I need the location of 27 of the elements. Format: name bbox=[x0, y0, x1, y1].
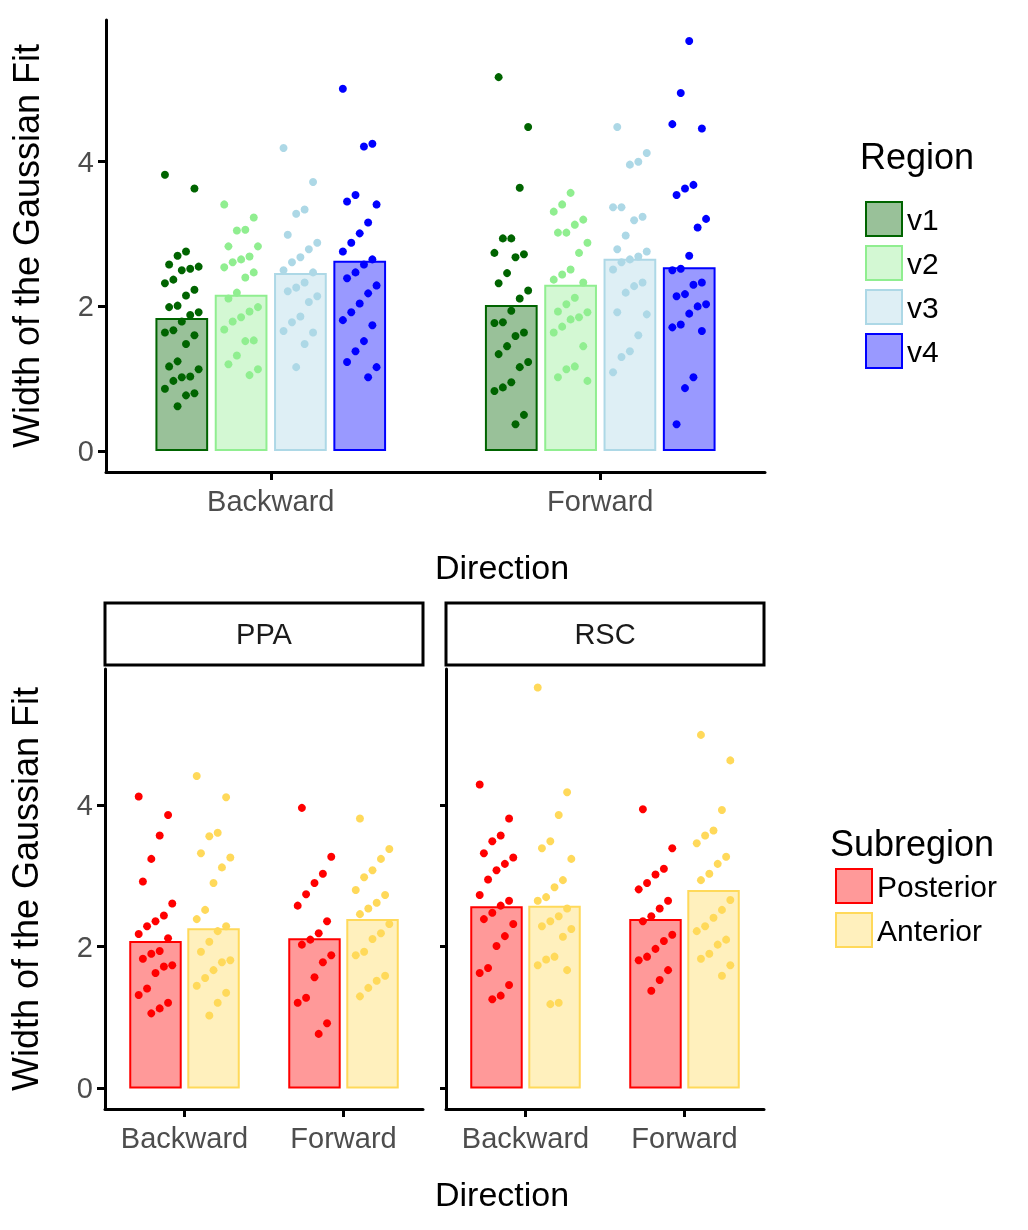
y-tick-label: 0 bbox=[77, 435, 94, 468]
x-tick-label: Forward bbox=[631, 1121, 738, 1154]
legend-title: Subregion bbox=[830, 822, 995, 864]
legend-label: v1 bbox=[907, 202, 939, 236]
legend-label: Posterior bbox=[877, 869, 998, 903]
y-tick-label: 2 bbox=[77, 290, 94, 323]
bar bbox=[687, 890, 740, 1089]
y-axis-title: Width of the Gaussian Fit bbox=[4, 686, 46, 1092]
y-axis-title: Width of the Gaussian Fit bbox=[5, 43, 47, 449]
x-tick-label: Backward bbox=[461, 1121, 590, 1154]
legend-label: v2 bbox=[907, 246, 939, 280]
x-tick-label: Backward bbox=[207, 484, 335, 517]
x-axis-title: Direction bbox=[435, 548, 570, 586]
x-tick-label: Forward bbox=[290, 1121, 397, 1154]
x-axis-title: Direction bbox=[435, 1175, 570, 1213]
chart-title: PPA bbox=[236, 618, 293, 650]
x-tick-label: Forward bbox=[547, 484, 654, 517]
y-tick-label: 0 bbox=[76, 1072, 93, 1105]
legend-title: Region bbox=[860, 135, 975, 177]
legend-label: Anterior bbox=[877, 913, 983, 947]
y-tick-label: 2 bbox=[76, 930, 93, 963]
y-tick-label: 4 bbox=[76, 789, 93, 822]
legend-label: v3 bbox=[907, 290, 939, 324]
y-tick-label: 4 bbox=[77, 145, 94, 178]
chart-title: RSC bbox=[574, 618, 636, 650]
x-tick-label: Backward bbox=[120, 1121, 249, 1154]
legend-label: v4 bbox=[907, 334, 939, 368]
